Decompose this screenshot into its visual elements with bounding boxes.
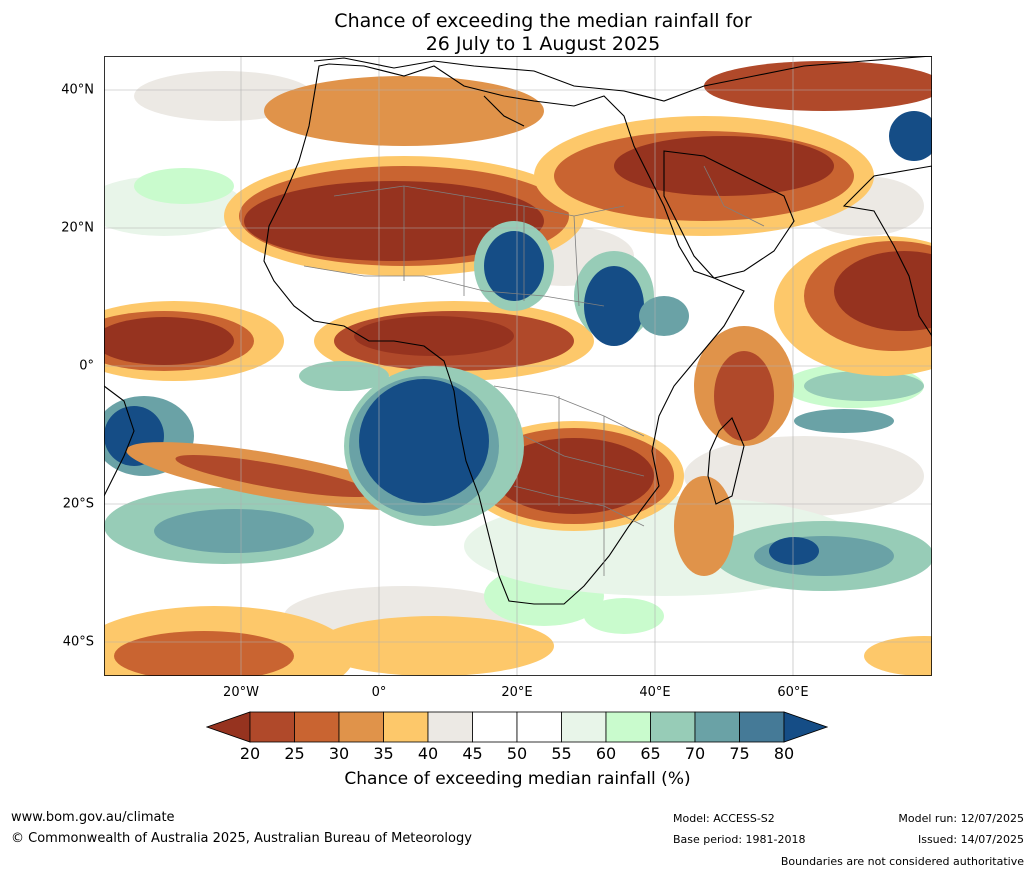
lat-label-40s: 40°S: [62, 634, 94, 650]
colorbar-swatch: [694, 711, 740, 743]
colorbar-tick-label: 65: [640, 744, 661, 763]
footer-website: www.bom.gov.au/climate: [11, 810, 175, 825]
colorbar-label: Chance of exceeding median rainfall (%): [344, 769, 691, 789]
colorbar-tick-label: 75: [729, 744, 750, 763]
footer-issued: Issued: 14/07/2025: [917, 833, 1024, 846]
colorbar-tick-label: 55: [551, 744, 572, 763]
lon-label-60e: 60°E: [777, 685, 809, 700]
lat-label-20n: 20°N: [61, 220, 94, 236]
colorbar-swatch: [516, 711, 562, 743]
lon-label-40e: 40°E: [639, 685, 671, 700]
colorbar-tick-label: 50: [506, 744, 528, 763]
footer-model-run: Model run: 12/07/2025: [898, 812, 1024, 825]
colorbar-swatch: [427, 711, 473, 743]
colorbar-swatch: [605, 711, 651, 743]
map-svg: [104, 56, 932, 676]
footer-base-period: Base period: 1981-2018: [673, 833, 806, 846]
colorbar-swatch: [561, 711, 607, 743]
graticule: [104, 56, 932, 676]
footer-copyright: © Commonwealth of Australia 2025, Austra…: [11, 831, 472, 846]
colorbar-swatch: [249, 711, 295, 743]
lat-label-20s: 20°S: [62, 496, 94, 512]
footer-disclaimer: Boundaries are not considered authoritat…: [780, 855, 1024, 868]
rainfall-map: [104, 56, 932, 676]
colorbar-tick-label: 40: [417, 744, 439, 763]
colorbar-arrow-low: [206, 711, 251, 743]
lat-label-40n: 40°N: [61, 82, 94, 98]
colorbar-tick-label: 45: [462, 744, 483, 763]
colorbar-tick-label: 70: [684, 744, 706, 763]
colorbar-swatch: [472, 711, 518, 743]
colorbar-swatch: [739, 711, 785, 743]
country-borders: [303, 165, 765, 576]
colorbar-swatch: [294, 711, 340, 743]
title-line-2: 26 July to 1 August 2025: [425, 33, 661, 55]
colorbar: [206, 711, 828, 743]
colorbar-tick-label: 60: [595, 744, 617, 763]
colorbar-tick-label: 20: [239, 744, 261, 763]
colorbar-swatch: [383, 711, 429, 743]
colorbar-swatch: [338, 711, 384, 743]
colorbar-tick-label: 80: [773, 744, 795, 763]
colorbar-swatch: [650, 711, 696, 743]
lon-label-20e: 20°E: [501, 685, 533, 700]
colorbar-tick-label: 35: [373, 744, 394, 763]
colorbar-tick-label: 30: [328, 744, 350, 763]
colorbar-arrow-high: [783, 711, 828, 743]
title-line-1: Chance of exceeding the median rainfall …: [334, 10, 752, 32]
coastlines: [104, 56, 932, 605]
footer-model: Model: ACCESS-S2: [673, 812, 775, 825]
colorbar-tick-label: 25: [284, 744, 305, 763]
lon-label-20w: 20°W: [223, 685, 259, 700]
colorbar-swatches: [206, 711, 828, 743]
lat-label-equator: 0°: [79, 358, 94, 374]
chart-title: Chance of exceeding the median rainfall …: [0, 10, 1035, 56]
lon-label-0: 0°: [371, 685, 387, 700]
